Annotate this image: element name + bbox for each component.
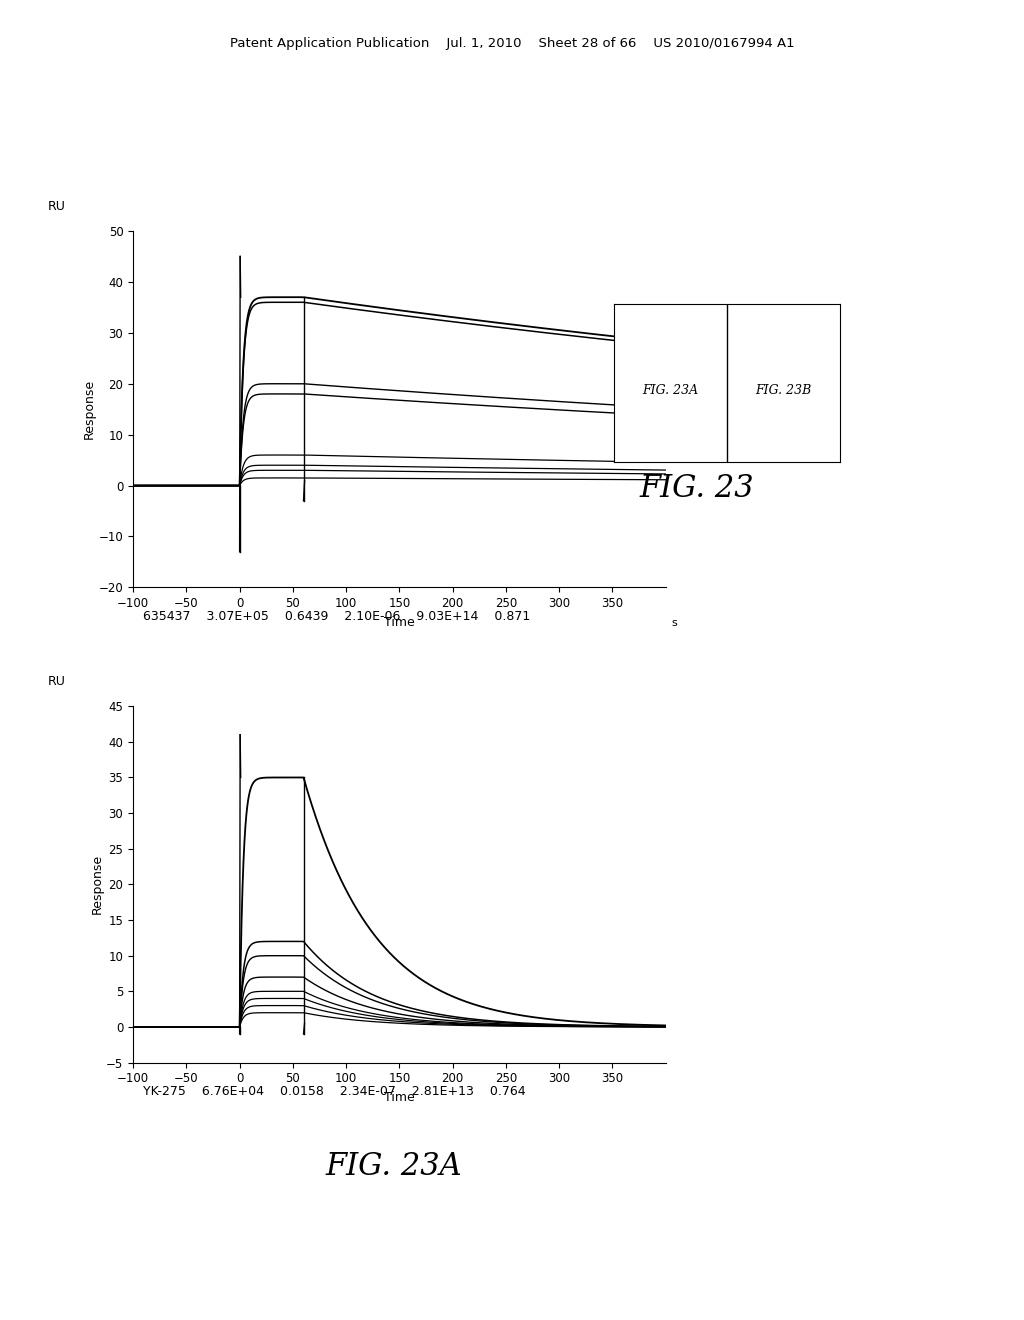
X-axis label: Time: Time [384,615,415,628]
Text: YK-275    6.76E+04    0.0158    2.34E-07    2.81E+13    0.764: YK-275 6.76E+04 0.0158 2.34E-07 2.81E+13… [143,1085,526,1098]
Text: s: s [671,618,677,628]
Y-axis label: Response: Response [83,379,96,440]
Text: FIG. 23A: FIG. 23A [643,384,698,397]
Text: RU: RU [48,676,66,688]
X-axis label: Time: Time [384,1090,415,1104]
Text: FIG. 23: FIG. 23 [639,473,754,503]
Y-axis label: Response: Response [90,854,103,915]
Text: RU: RU [48,201,66,214]
Text: FIG. 23B: FIG. 23B [756,384,811,397]
Text: Patent Application Publication    Jul. 1, 2010    Sheet 28 of 66    US 2010/0167: Patent Application Publication Jul. 1, 2… [229,37,795,50]
Text: 635437    3.07E+05    0.6439    2.10E-06    9.03E+14    0.871: 635437 3.07E+05 0.6439 2.10E-06 9.03E+14… [143,610,530,623]
Text: FIG. 23A: FIG. 23A [326,1151,463,1181]
